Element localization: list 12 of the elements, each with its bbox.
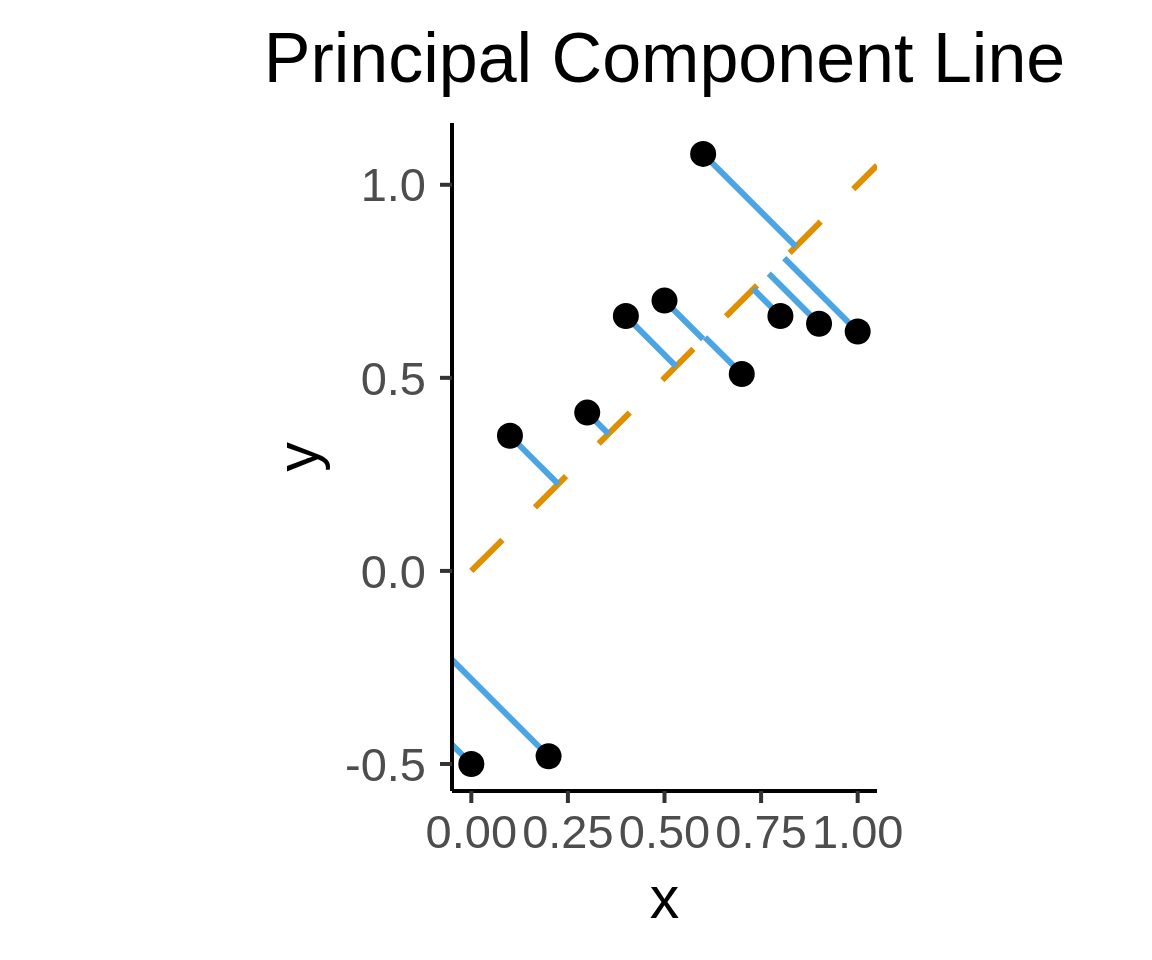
y-tick-label: -0.5 — [345, 737, 426, 791]
x-tick-label: 1.00 — [811, 805, 904, 859]
chart-title: Principal Component Line — [263, 19, 1066, 97]
y-axis-title: y — [265, 441, 331, 472]
x-tick-label: 0.25 — [522, 805, 614, 859]
x-axis-title: x — [649, 865, 680, 931]
y-tick-label: 1.0 — [360, 158, 426, 212]
x-tick-label: 0.50 — [618, 805, 711, 859]
y-tick-label: 0.5 — [360, 351, 426, 405]
x-tick-label: 0.00 — [425, 805, 518, 859]
x-tick-label: 0.75 — [715, 805, 807, 859]
y-tick-label: 0.0 — [360, 544, 426, 598]
